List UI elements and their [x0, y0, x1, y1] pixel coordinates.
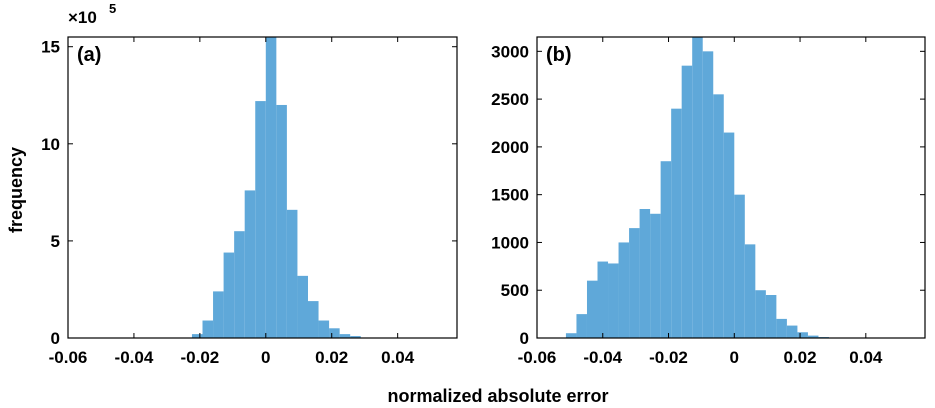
x-tick-label: -0.06	[518, 348, 557, 367]
histogram-bar	[797, 332, 808, 338]
histogram-bar	[223, 252, 235, 338]
y-tick-label: 2000	[491, 138, 529, 157]
histogram-bar	[671, 108, 682, 339]
histogram-bar	[286, 209, 298, 338]
histogram-bar	[692, 37, 703, 338]
y-tick-label: 1000	[491, 233, 529, 252]
histogram-bar	[265, 37, 277, 338]
histogram-bar	[276, 104, 287, 338]
histogram-bar	[807, 335, 819, 338]
histogram-bar	[744, 244, 756, 338]
plot-frame	[67, 36, 458, 339]
histogram-bar	[618, 242, 630, 338]
histogram-bar	[318, 320, 330, 338]
plot-frame	[536, 36, 926, 339]
histogram-bar	[660, 161, 672, 338]
histogram-bar	[307, 301, 319, 338]
x-tick-label: 0	[730, 348, 739, 367]
histogram-bar	[723, 132, 735, 338]
histogram-bar	[244, 190, 256, 338]
histogram-bar	[297, 275, 308, 338]
x-tick-label: 0.02	[784, 348, 817, 367]
histogram-bar	[681, 65, 693, 339]
x-tick-label: -0.02	[180, 348, 219, 367]
histogram-bar	[755, 290, 766, 338]
histogram-bar	[639, 209, 651, 338]
x-tick-label: -0.06	[49, 348, 88, 367]
y-tick-label: 0	[520, 329, 529, 348]
histogram-bar	[650, 213, 661, 338]
histogram-bar	[339, 334, 351, 338]
histogram-bar	[234, 231, 245, 338]
x-tick-label: 0	[261, 348, 270, 367]
y-tick-label: 0	[51, 329, 60, 348]
panel-label: (b)	[546, 44, 572, 66]
y-multiplier: ×10	[68, 8, 97, 27]
histogram-bar	[597, 261, 609, 338]
histogram-bar	[213, 291, 224, 338]
histogram-bar	[776, 318, 787, 338]
y-tick-label: 500	[501, 281, 529, 300]
histogram-bar	[202, 320, 214, 338]
histogram-bar	[629, 228, 640, 338]
histogram-bar	[191, 334, 203, 338]
y-tick-label: 5	[51, 232, 60, 251]
y-tick-label: 10	[41, 135, 60, 154]
y-tick-label: 2500	[491, 90, 529, 109]
x-axis-label: normalized absolute error	[387, 386, 608, 406]
x-tick-label: -0.02	[649, 348, 688, 367]
histogram-bar	[350, 336, 361, 338]
histogram-bar	[565, 333, 577, 338]
y-tick-label: 15	[41, 38, 60, 57]
histogram-bar	[255, 101, 266, 339]
panel-b: -0.06 -0.04 -0.02 0 0.02 0.04 0 500 1000 1500 2000…	[491, 36, 926, 367]
panel-label: (a)	[77, 44, 101, 66]
x-tick-label: 0.04	[381, 348, 415, 367]
y-tick-label: 3000	[491, 42, 529, 61]
x-tick-label: 0.02	[315, 348, 348, 367]
histogram-bar	[765, 295, 777, 338]
histogram-bar	[702, 51, 714, 338]
histogram-bar	[786, 325, 798, 338]
y-tick-label: 1500	[491, 186, 529, 205]
y-axis-label: frequency	[6, 147, 26, 233]
histogram-bar	[576, 314, 587, 338]
histogram-bar	[329, 328, 340, 338]
histogram-bar	[713, 94, 724, 338]
y-multiplier-exponent: 5	[109, 1, 116, 16]
panel-a: -0.06 -0.04 -0.02 0 0.02 0.04 0 5 10 15 (a) ×10 5	[41, 1, 458, 367]
histogram-bar	[608, 263, 619, 338]
x-tick-label: -0.04	[115, 348, 154, 367]
x-tick-label: -0.04	[583, 348, 622, 367]
histogram-bar	[586, 280, 598, 338]
histogram-bar	[734, 194, 745, 338]
x-tick-label: 0.04	[849, 348, 883, 367]
